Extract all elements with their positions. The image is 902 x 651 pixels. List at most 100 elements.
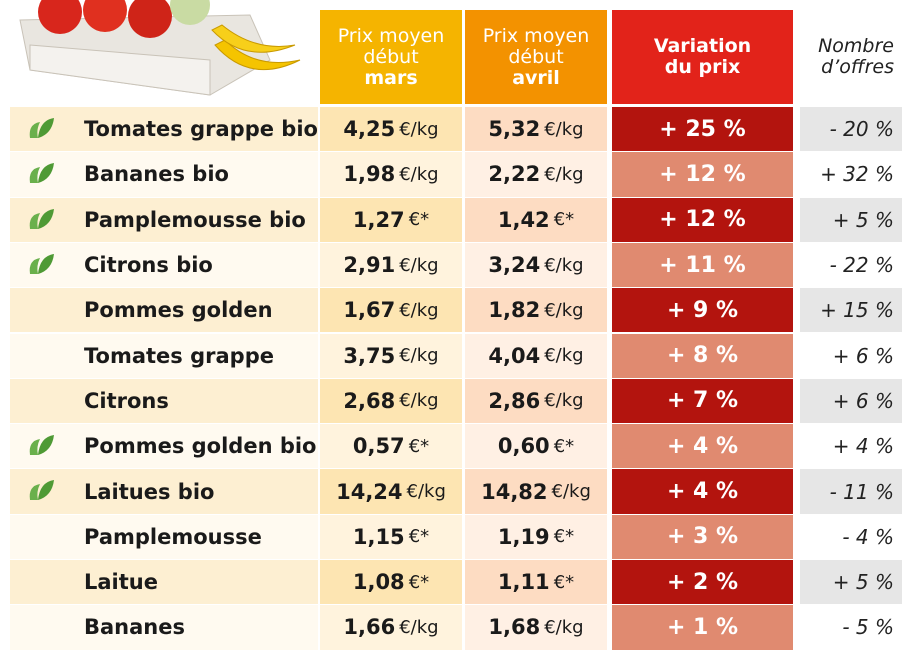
product-name: Bananes bio — [10, 152, 318, 196]
price-cell: 1,67€/kg — [320, 288, 462, 332]
price-variation: + 8 % — [612, 334, 793, 378]
price-value: 0,57 — [353, 434, 405, 458]
offers-change: + 5 % — [800, 560, 902, 604]
price-unit: €/kg — [544, 164, 583, 185]
price-value: 2,68 — [343, 389, 395, 413]
price-cell: 1,82€/kg — [465, 288, 607, 332]
price-variation: + 25 % — [612, 107, 793, 151]
header-line: avril — [512, 68, 560, 89]
price-cell: 2,91€/kg — [320, 243, 462, 287]
product-name: Laitues bio — [10, 469, 318, 513]
offers-change: + 6 % — [800, 379, 902, 423]
header-line: Prix moyen — [483, 26, 590, 47]
price-cell: 1,15€* — [320, 515, 462, 559]
price-cell: 2,68€/kg — [320, 379, 462, 423]
product-name: Pommes golden — [10, 288, 318, 332]
price-cell: 2,86€/kg — [465, 379, 607, 423]
price-unit: €/kg — [544, 255, 583, 276]
price-variation: + 3 % — [612, 515, 793, 559]
price-variation: + 4 % — [612, 469, 793, 513]
price-value: 1,42 — [498, 208, 550, 232]
price-value: 2,22 — [488, 162, 540, 186]
price-unit: €/kg — [544, 617, 583, 638]
price-unit: €/kg — [544, 390, 583, 411]
price-unit: €/kg — [399, 255, 438, 276]
price-cell: 0,60€* — [465, 424, 607, 468]
header-line: Prix moyen — [338, 26, 445, 47]
price-variation: + 2 % — [612, 560, 793, 604]
price-variation: + 1 % — [612, 605, 793, 649]
price-cell: 5,32€/kg — [465, 107, 607, 151]
product-name: Pamplemousse — [10, 515, 318, 559]
price-cell: 0,57€* — [320, 424, 462, 468]
offers-change: - 4 % — [800, 515, 902, 559]
price-unit: €* — [554, 436, 574, 457]
offers-change: + 32 % — [800, 152, 902, 196]
header-line: du prix — [665, 57, 740, 78]
price-cell: 1,66€/kg — [320, 605, 462, 649]
price-value: 14,82 — [481, 480, 547, 504]
price-unit: €/kg — [544, 300, 583, 321]
product-name: Citrons — [10, 379, 318, 423]
product-name: Pommes golden bio — [10, 424, 318, 468]
organic-leaf-icon — [26, 252, 56, 278]
header-line: début — [363, 47, 418, 68]
offers-change: + 15 % — [800, 288, 902, 332]
offers-change: - 5 % — [800, 605, 902, 649]
price-value: 1,66 — [343, 615, 395, 639]
price-cell: 1,11€* — [465, 560, 607, 604]
price-unit: €/kg — [544, 119, 583, 140]
price-cell: 1,98€/kg — [320, 152, 462, 196]
price-value: 1,11 — [498, 570, 550, 594]
organic-leaf-icon — [26, 116, 56, 142]
price-value: 1,19 — [498, 525, 550, 549]
price-unit: €* — [554, 209, 574, 230]
price-cell: 3,75€/kg — [320, 334, 462, 378]
offers-change: - 20 % — [800, 107, 902, 151]
price-value: 4,25 — [343, 117, 395, 141]
price-variation: + 11 % — [612, 243, 793, 287]
price-value: 5,32 — [488, 117, 540, 141]
price-cell: 2,22€/kg — [465, 152, 607, 196]
price-value: 3,24 — [488, 253, 540, 277]
price-unit: €/kg — [407, 481, 446, 502]
price-value: 2,86 — [488, 389, 540, 413]
price-variation: + 7 % — [612, 379, 793, 423]
price-variation: + 9 % — [612, 288, 793, 332]
product-name: Tomates grappe — [10, 334, 318, 378]
organic-leaf-icon — [26, 161, 56, 187]
price-variation: + 12 % — [612, 152, 793, 196]
product-name: Tomates grappe bio — [10, 107, 318, 151]
product-name: Pamplemousse bio — [10, 198, 318, 242]
product-name: Bananes — [10, 605, 318, 649]
price-unit: €/kg — [399, 119, 438, 140]
offers-change: + 4 % — [800, 424, 902, 468]
infographic: Prix moyendébutmarsPrix moyendébutavrilV… — [0, 0, 902, 651]
header-line: d’offres — [821, 57, 894, 78]
price-value: 1,27 — [353, 208, 405, 232]
header-line: Nombre — [818, 36, 894, 57]
price-cell: 4,25€/kg — [320, 107, 462, 151]
price-unit: €/kg — [399, 345, 438, 366]
price-variation: + 12 % — [612, 198, 793, 242]
price-cell: 1,42€* — [465, 198, 607, 242]
offers-change: + 6 % — [800, 334, 902, 378]
price-unit: €* — [409, 209, 429, 230]
price-cell: 3,24€/kg — [465, 243, 607, 287]
offers-change: - 11 % — [800, 469, 902, 513]
offers-change: + 5 % — [800, 198, 902, 242]
price-cell: 14,82€/kg — [465, 469, 607, 513]
price-unit: €/kg — [399, 617, 438, 638]
price-unit: €* — [409, 572, 429, 593]
price-value: 2,91 — [343, 253, 395, 277]
product-name: Citrons bio — [10, 243, 318, 287]
price-value: 14,24 — [336, 480, 402, 504]
price-value: 1,98 — [343, 162, 395, 186]
price-value: 1,82 — [488, 298, 540, 322]
price-cell: 4,04€/kg — [465, 334, 607, 378]
header-line: mars — [364, 68, 417, 89]
price-unit: €/kg — [399, 300, 438, 321]
